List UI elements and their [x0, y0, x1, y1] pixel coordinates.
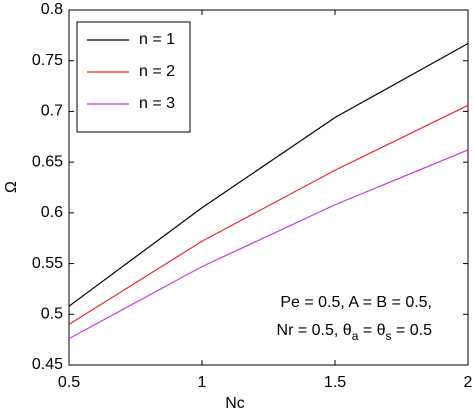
- x-tick-label: 1.5: [324, 374, 346, 391]
- x-tick-label: 1: [198, 374, 207, 391]
- legend-label: n = 1: [139, 31, 175, 48]
- annotation-part: = 0.5: [392, 322, 433, 339]
- y-tick-label: 0.65: [32, 153, 63, 170]
- y-tick-label: 0.5: [41, 306, 63, 323]
- data-line: [68, 149, 469, 340]
- legend-label: n = 2: [139, 63, 175, 80]
- y-tick-label: 0.45: [32, 356, 63, 373]
- annotation-part: = θ: [358, 322, 385, 339]
- data-line: [68, 42, 469, 307]
- annotation-part: a: [352, 329, 359, 343]
- y-tick-label: 0.6: [41, 204, 63, 221]
- y-tick-label: 0.7: [41, 103, 63, 120]
- annotation: Nr = 0.5, θa = θs = 0.5: [277, 322, 433, 343]
- annotation-part: Nr = 0.5, θ: [277, 322, 352, 339]
- y-tick-label: 0.8: [41, 1, 63, 18]
- x-tick-label: 0.5: [58, 374, 80, 391]
- y-axis-label: Ω: [3, 181, 20, 193]
- y-tick-label: 0.55: [32, 255, 63, 272]
- legend-label: n = 3: [139, 95, 175, 112]
- x-tick-label: 2: [464, 374, 473, 391]
- annotation: Pe = 0.5, A = B = 0.5,: [280, 294, 432, 311]
- plot-frame: [68, 9, 469, 366]
- annotation-part: s: [386, 329, 392, 343]
- x-axis-label: Nc: [225, 395, 245, 412]
- data-line: [68, 104, 469, 325]
- y-tick-label: 0.75: [32, 52, 63, 69]
